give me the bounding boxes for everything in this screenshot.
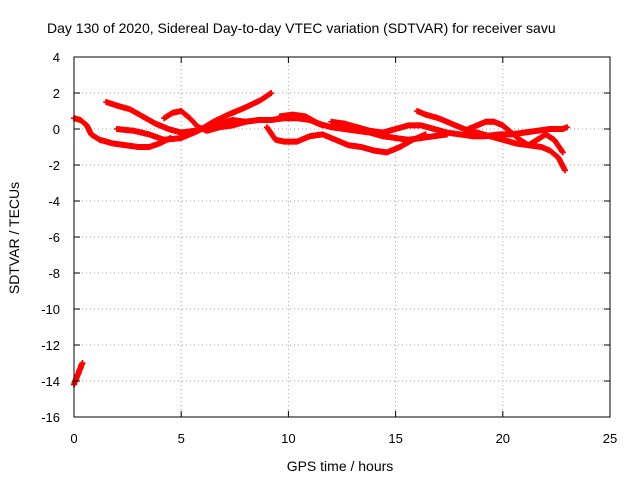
data-point <box>564 124 571 131</box>
data-point <box>559 149 566 156</box>
x-tick-label: 0 <box>70 431 77 446</box>
series-arc-3 <box>113 90 275 143</box>
x-tick-label: 20 <box>496 431 510 446</box>
y-tick-label: -10 <box>41 302 60 317</box>
x-tick-label: 15 <box>388 431 402 446</box>
series-arc-9 <box>465 118 566 156</box>
x-tick-label: 10 <box>281 431 295 446</box>
data-points <box>71 90 571 388</box>
x-tick-label: 5 <box>178 431 185 446</box>
y-tick-label: -12 <box>41 338 60 353</box>
axis-ticks <box>73 56 611 418</box>
y-tick-label: -8 <box>48 266 60 281</box>
y-tick-label: 2 <box>53 86 60 101</box>
series-arc-10 <box>71 360 86 388</box>
y-tick-label: -16 <box>41 410 60 425</box>
x-axis-label: GPS time / hours <box>287 458 394 474</box>
series-arc-5 <box>263 124 429 156</box>
y-axis-label: SDTVAR / TECUs <box>6 182 22 294</box>
x-tick-label: 25 <box>603 431 617 446</box>
y-tick-label: -2 <box>48 158 60 173</box>
data-point <box>79 360 86 366</box>
data-point <box>268 90 275 96</box>
y-tick-label: 4 <box>53 50 60 65</box>
y-tick-label: -14 <box>41 374 60 389</box>
data-point <box>561 167 568 174</box>
y-tick-label: -6 <box>48 230 60 245</box>
y-tick-label: 0 <box>53 122 60 137</box>
chart-title: Day 130 of 2020, Sidereal Day-to-day VTE… <box>47 20 556 36</box>
y-tick-label: -4 <box>48 194 60 209</box>
